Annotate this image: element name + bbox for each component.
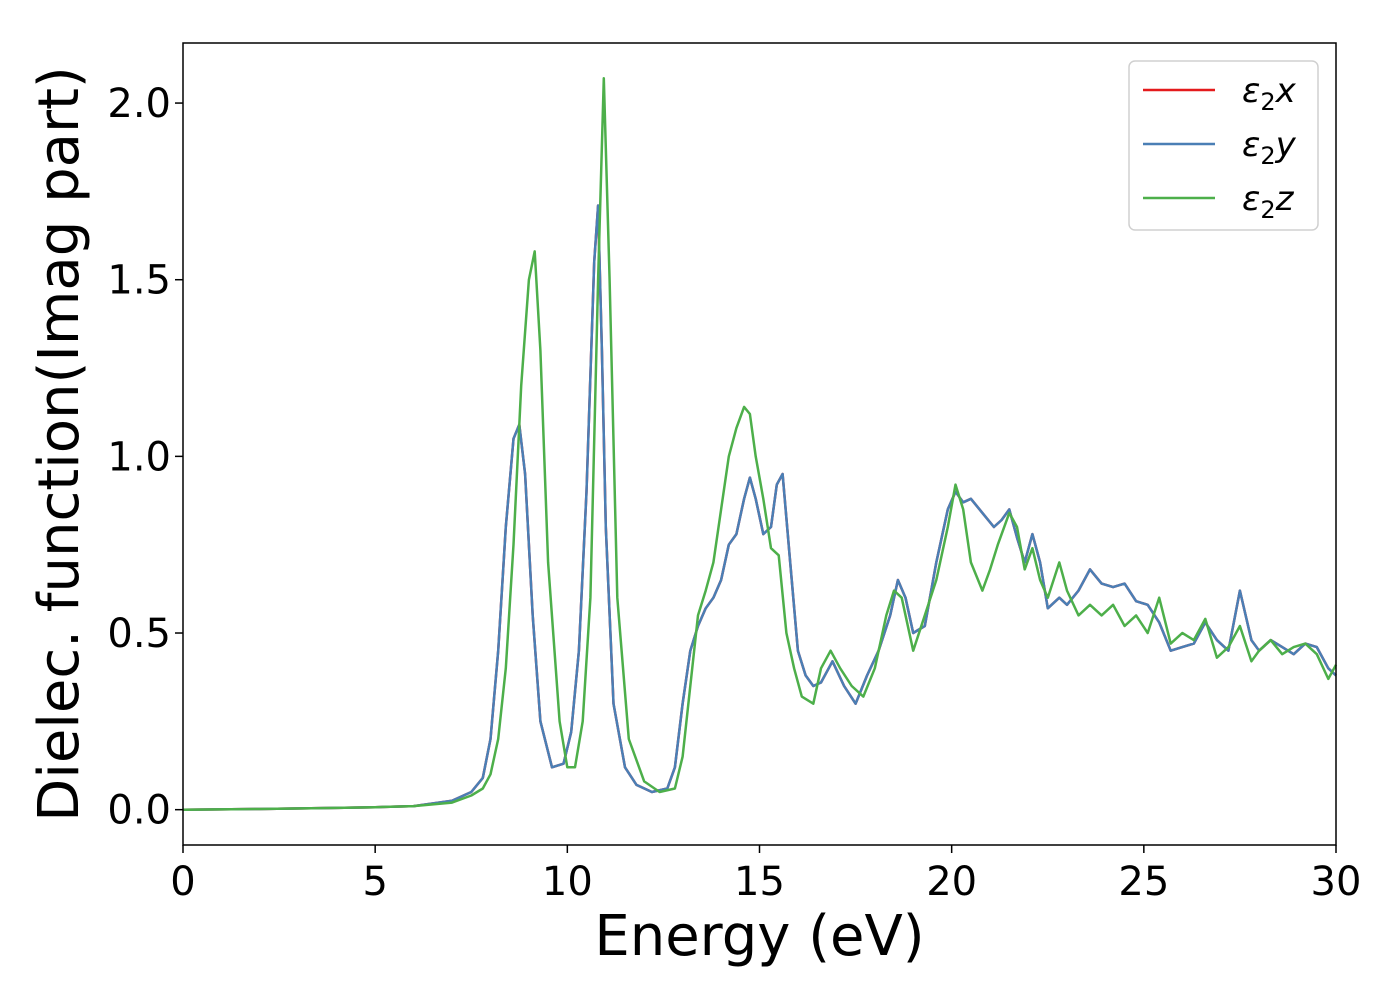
series-layer <box>182 77 1338 811</box>
x-axis-label: Energy (eV) <box>594 904 924 969</box>
x-tick-label: 10 <box>542 859 593 905</box>
y-axis-label: Dielec. function(Imag part) <box>27 66 92 822</box>
x-axis-ticks: 0 5 10 15 20 25 30 <box>170 845 1361 905</box>
legend: ε2x ε2y ε2z <box>1128 60 1319 231</box>
x-tick-label: 5 <box>362 859 387 905</box>
legend-label-x: ε2x <box>1242 71 1297 116</box>
series-line-x <box>182 204 1337 811</box>
x-tick-label: 15 <box>734 859 785 905</box>
x-tick-label: 0 <box>170 859 195 905</box>
y-tick-label: 1.0 <box>107 434 171 480</box>
legend-label-z: ε2z <box>1242 179 1295 224</box>
x-tick-label: 30 <box>1311 859 1362 905</box>
y-tick-label: 1.5 <box>107 258 171 304</box>
y-axis-ticks: 0.0 0.5 1.0 1.5 2.0 <box>107 81 183 834</box>
y-tick-label: 0.0 <box>107 788 171 834</box>
y-tick-label: 0.5 <box>107 611 171 657</box>
x-tick-label: 20 <box>926 859 977 905</box>
x-tick-label: 25 <box>1118 859 1169 905</box>
y-tick-label: 2.0 <box>107 81 171 127</box>
legend-label-y: ε2y <box>1242 125 1297 170</box>
series-line-z <box>182 77 1338 811</box>
series-line-y <box>182 204 1337 811</box>
legend-box <box>1128 60 1319 231</box>
